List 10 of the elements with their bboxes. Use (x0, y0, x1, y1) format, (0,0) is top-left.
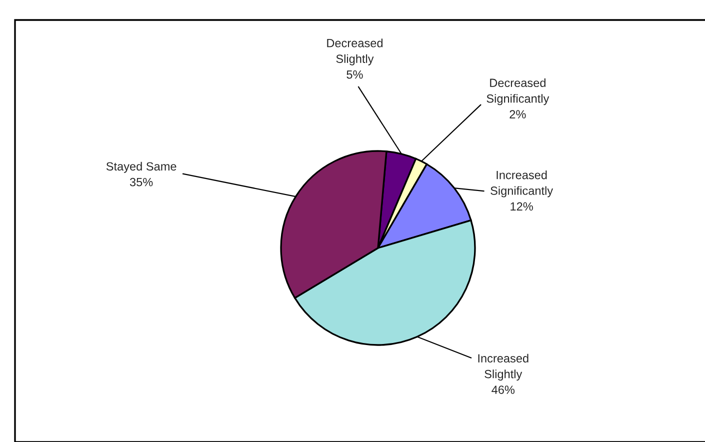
slice-label: Decreased Significantly (486, 78, 550, 106)
slice-label: Increased Slightly (478, 354, 528, 381)
data-label: 35% (130, 178, 153, 186)
slice-label: Increased Significantly (490, 170, 554, 198)
slice-label: Stayed Same (106, 162, 176, 173)
slice-label: Decreased Slightly (327, 38, 383, 66)
data-label: 2% (510, 110, 526, 118)
data-label: 12% (510, 202, 533, 211)
data-label: 46% (492, 386, 515, 394)
data-label: 5% (346, 70, 363, 79)
